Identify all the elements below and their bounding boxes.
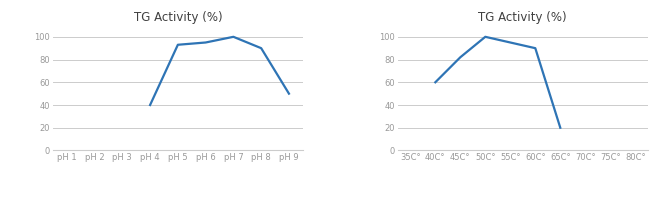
Title: TG Activity (%): TG Activity (%) xyxy=(479,11,567,24)
Title: TG Activity (%): TG Activity (%) xyxy=(134,11,222,24)
